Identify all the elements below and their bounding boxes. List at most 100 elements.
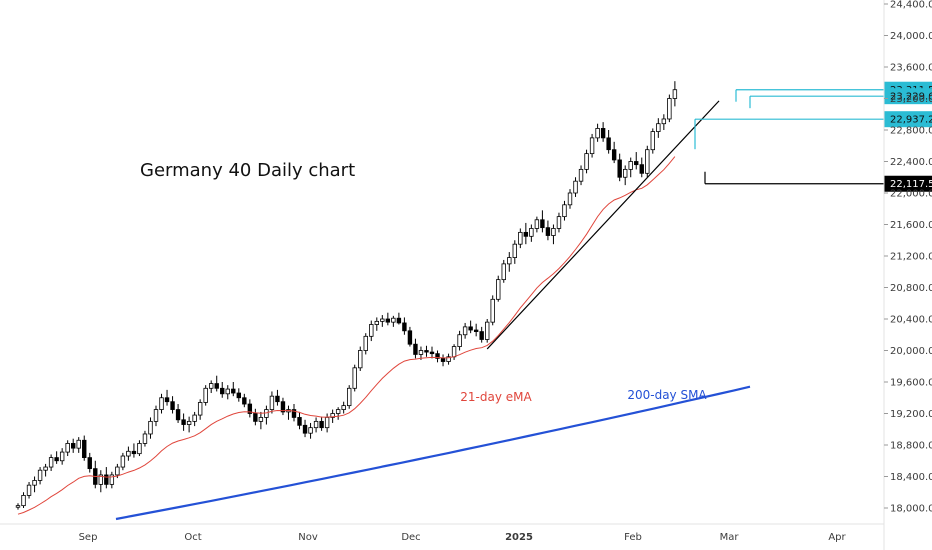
candle-body — [76, 439, 81, 449]
candle-body — [540, 219, 545, 229]
candle-body — [496, 279, 501, 300]
candle-body — [468, 326, 473, 331]
candle-body — [65, 443, 70, 453]
candle-body — [335, 409, 341, 414]
candle-body — [562, 204, 567, 218]
y-tick-label: 21,200.0 — [890, 252, 932, 263]
y-tick-label: 19,200.0 — [890, 409, 932, 420]
candle-body — [578, 168, 584, 182]
candle-body — [512, 243, 517, 258]
chart-title: Germany 40 Daily chart — [140, 160, 355, 181]
candle-body — [48, 457, 54, 468]
y-tick-label: 23,600.0 — [890, 63, 932, 74]
y-tick-label: 18,000.0 — [890, 504, 932, 515]
candle-body — [429, 351, 435, 355]
candle-body — [656, 123, 661, 132]
candle-body — [501, 263, 506, 281]
candle-body — [164, 397, 170, 403]
candle-body — [435, 353, 440, 359]
candle-body — [214, 383, 219, 389]
price-badge-label: 22,937.2 — [890, 115, 932, 126]
candle-body — [192, 414, 197, 422]
candle-body — [650, 131, 655, 151]
candle-body — [32, 480, 37, 486]
y-tick-label: 23,200.0 — [890, 94, 932, 105]
candle-body — [297, 417, 302, 426]
candle-body — [358, 350, 363, 369]
candle-body — [567, 192, 573, 206]
candle-body — [623, 168, 628, 178]
candle-body — [369, 324, 374, 337]
candle-body — [225, 388, 230, 395]
candle-body — [611, 149, 617, 161]
candle-body — [523, 231, 529, 237]
candle-body — [385, 318, 391, 323]
candle-body — [253, 413, 258, 422]
candle-body — [115, 466, 120, 476]
candle-body — [374, 320, 379, 325]
candle-body — [440, 357, 446, 362]
y-tick-label: 19,600.0 — [890, 378, 932, 389]
y-tick-label: 22,400.0 — [890, 157, 932, 168]
candle-body — [518, 231, 523, 245]
candle-body — [424, 350, 429, 353]
candle-body — [313, 420, 319, 429]
x-tick-label: Apr — [828, 532, 846, 543]
candle-body — [484, 321, 490, 340]
candle-body — [551, 228, 556, 236]
candle-body — [148, 420, 153, 435]
trendline[interactable] — [486, 100, 720, 350]
y-tick-label: 20,800.0 — [890, 283, 932, 294]
y-tick-label: 22,800.0 — [890, 126, 932, 137]
candle-body — [59, 451, 65, 462]
ema-annotation: 21-day eMA — [460, 390, 532, 404]
candle-body — [181, 419, 186, 425]
candle-body — [71, 443, 76, 449]
candles — [15, 81, 678, 510]
y-tick-label: 20,000.0 — [890, 346, 932, 357]
candle-body — [197, 402, 203, 416]
candle-body — [291, 409, 297, 418]
x-tick-label: Oct — [184, 532, 201, 543]
candle-body — [104, 474, 109, 485]
candle-body — [159, 397, 164, 410]
candle-body — [363, 335, 368, 351]
candle-body — [258, 417, 264, 422]
candle-body — [573, 180, 578, 194]
candle-body — [242, 397, 247, 405]
candle-body — [109, 474, 115, 485]
candle-body — [407, 330, 413, 345]
candle-body — [21, 494, 26, 507]
candle-body — [54, 457, 59, 462]
x-tick-label: Nov — [298, 532, 318, 543]
x-tick-label: 2025 — [505, 532, 533, 543]
candle-body — [645, 149, 650, 174]
candle-body — [617, 159, 622, 178]
candle-body — [153, 409, 159, 422]
candle-body — [391, 317, 396, 323]
candle-body — [324, 417, 330, 429]
candle-body — [628, 161, 633, 170]
candle-body — [639, 164, 644, 174]
candle-body — [120, 455, 126, 468]
candle-body — [490, 298, 495, 323]
candle-body — [236, 392, 241, 399]
candle-body — [43, 466, 48, 471]
candle-body — [208, 383, 214, 389]
candle-body — [269, 395, 275, 410]
price-badge — [884, 111, 932, 128]
candle-body — [606, 137, 611, 151]
sma-200-line — [115, 385, 751, 521]
price-badge — [884, 175, 932, 192]
candle-body — [667, 98, 672, 120]
candle-body — [600, 128, 606, 139]
candle-body — [302, 424, 308, 434]
candle-body — [446, 356, 451, 362]
ema-21-line — [17, 156, 676, 515]
candle-body — [220, 387, 225, 395]
candle-body — [131, 450, 137, 455]
indicator-lines: 21-day eMA 200-day SMA — [17, 100, 751, 521]
candle-body — [380, 318, 385, 322]
